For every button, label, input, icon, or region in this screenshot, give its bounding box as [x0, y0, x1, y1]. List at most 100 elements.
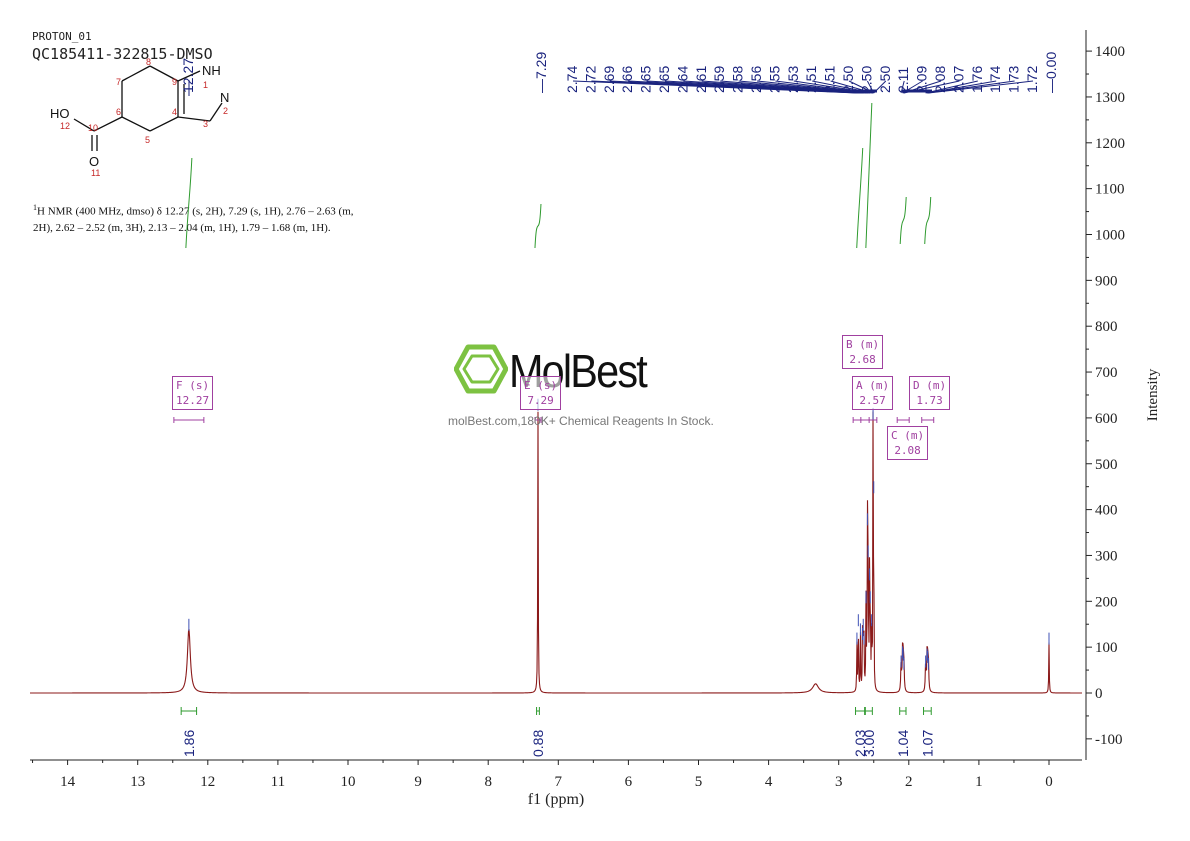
integral-value: 1.04	[895, 730, 911, 757]
x-tick-label: 1	[975, 774, 983, 790]
peak-label: 1.76	[969, 66, 985, 93]
peak-label: 2.65	[638, 66, 654, 93]
x-tick-label: 7	[555, 774, 563, 790]
atom-label-4: 4	[172, 107, 177, 117]
y-tick-label: 1100	[1095, 182, 1124, 198]
peak-label: 2.74	[564, 66, 580, 93]
atom-label-7: 7	[116, 77, 121, 87]
x-tick-label: 12	[200, 774, 215, 790]
x-tick-label: 8	[484, 774, 492, 790]
multiplet-value: 2.08	[894, 444, 921, 457]
y-tick-label: 1000	[1095, 228, 1125, 244]
nmr-description: 1H NMR (400 MHz, dmso) δ 12.27 (s, 2H), …	[33, 200, 363, 236]
sample-id: QC185411-322815-DMSO	[32, 45, 213, 63]
peak-label: 2.61	[693, 66, 709, 93]
multiplet-box-e: E (s) 7.29	[520, 376, 562, 410]
peak-label: 2.51	[803, 66, 819, 93]
integral-curve	[865, 102, 873, 249]
integral-curve	[924, 196, 932, 245]
y-axis-label: Intensity	[1145, 368, 1161, 421]
multiplet-label: A (m)	[856, 379, 890, 392]
x-tick-label: 2	[905, 774, 913, 790]
experiment-name: PROTON_01	[32, 30, 92, 43]
integral-curve	[856, 147, 864, 249]
integral-value: 2.03	[852, 730, 868, 757]
peak-label-leader	[928, 80, 1034, 94]
multiplet-value: 1.73	[916, 394, 943, 407]
peak-label: 2.65	[656, 66, 672, 93]
peak-label: 2.64	[674, 66, 690, 93]
multiplet-box-a: A (m) 2.57	[852, 376, 894, 410]
multiplet-box-c: C (m) 2.08	[887, 426, 929, 460]
peak-label: 2.66	[619, 66, 635, 93]
integral-curve	[899, 196, 907, 245]
peak-label: 2.58	[730, 66, 746, 93]
atom-label-11: 11	[91, 168, 100, 178]
multiplet-label: B (m)	[846, 338, 880, 351]
x-tick-label: 4	[765, 774, 773, 790]
atom-o: O	[89, 154, 99, 169]
x-tick-label: 9	[414, 774, 422, 790]
y-tick-label: 800	[1095, 319, 1118, 335]
description-text: H NMR (400 MHz, dmso) δ 12.27 (s, 2H), 7…	[33, 205, 354, 234]
y-tick-label: 1400	[1095, 44, 1125, 60]
multiplet-value: 7.29	[527, 394, 554, 407]
peak-label: —7.29	[533, 52, 549, 93]
x-tick-label: 10	[341, 774, 356, 790]
integral-value: 1.07	[919, 730, 935, 757]
x-axis-label: f1 (ppm)	[528, 791, 584, 808]
x-tick-label: 6	[625, 774, 633, 790]
peak-label: 2.59	[711, 66, 727, 93]
y-tick-label: 500	[1095, 457, 1118, 473]
molecule-structure: HO O NH N 12 10 11 6 7 8 9 5 4 3 1 2	[50, 57, 229, 178]
atom-label-3: 3	[203, 119, 208, 129]
peak-label: 2.51	[822, 66, 838, 93]
multiplet-box-b: B (m) 2.68	[842, 335, 884, 369]
atom-label-10: 10	[88, 123, 98, 133]
multiplet-value: 2.68	[849, 353, 876, 366]
peak-label: 1.74	[987, 66, 1003, 93]
x-tick-label: 3	[835, 774, 843, 790]
superscript-mass: 1	[33, 203, 37, 212]
x-tick-label: 13	[130, 774, 145, 790]
peak-label: 2.11	[895, 67, 911, 93]
atom-label-6: 6	[116, 107, 121, 117]
hexagon-logo-icon	[454, 344, 508, 394]
multiplet-box-d: D (m) 1.73	[909, 376, 951, 410]
atom-ho: HO	[50, 106, 70, 121]
y-tick-label: 0	[1095, 686, 1103, 702]
peak-label: 12.27	[180, 58, 196, 93]
y-tick-label: 400	[1095, 503, 1118, 519]
x-tick-label: 5	[695, 774, 703, 790]
multiplet-box-f: F (s) 12.27	[172, 376, 214, 410]
peak-label: 2.69	[601, 66, 617, 93]
integral-value: 3.00	[861, 730, 877, 757]
peak-label: 2.55	[766, 66, 782, 93]
x-tick-label: 0	[1045, 774, 1053, 790]
multiplet-value: 12.27	[176, 394, 210, 407]
y-tick-label: 600	[1095, 411, 1118, 427]
multiplet-label: F (s)	[176, 379, 210, 392]
peak-label: 1.72	[1024, 66, 1040, 93]
y-tick-label: -100	[1095, 732, 1123, 748]
peak-label: 2.72	[582, 66, 598, 93]
peak-label-leader	[900, 80, 905, 94]
atom-label-8: 8	[146, 57, 151, 67]
atom-label-5: 5	[145, 135, 150, 145]
atom-nh: NH	[202, 63, 221, 78]
atom-label-2: 2	[223, 106, 228, 116]
atom-label-1: 1	[203, 80, 208, 90]
y-tick-label: 700	[1095, 365, 1118, 381]
integral-value: 1.86	[181, 730, 197, 757]
integral-curve	[534, 203, 542, 249]
spectrum-line	[30, 411, 1082, 694]
y-tick-label: 900	[1095, 273, 1118, 289]
multiplet-label: D (m)	[913, 379, 947, 392]
x-tick-label: 11	[271, 774, 285, 790]
y-tick-label: 1300	[1095, 90, 1125, 106]
y-tick-label: 1200	[1095, 136, 1125, 152]
multiplet-value: 2.57	[859, 394, 886, 407]
multiplet-label: E (s)	[524, 379, 558, 392]
